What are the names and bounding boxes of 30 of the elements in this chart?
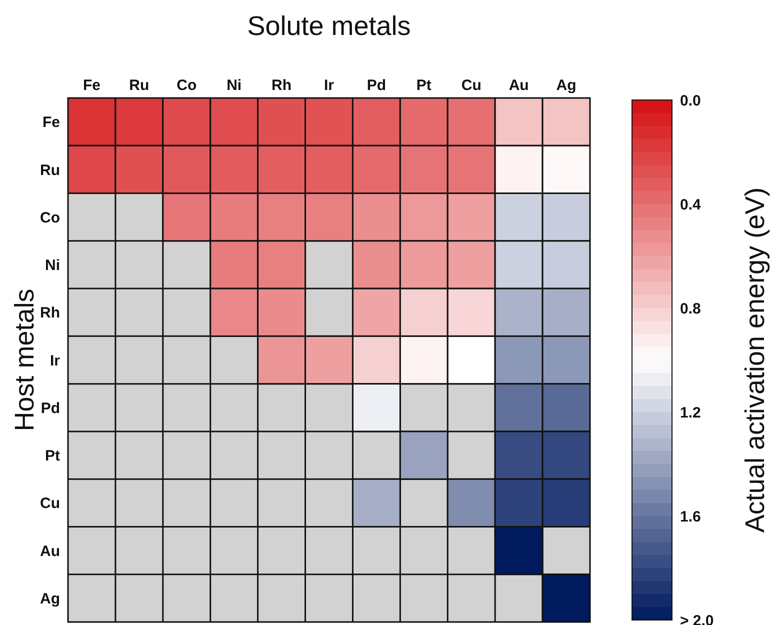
x-axis-title: Solute metals bbox=[247, 11, 411, 42]
x-tick-label: Ni bbox=[226, 77, 242, 94]
x-tick-label: Ag bbox=[556, 77, 576, 94]
x-tick-label: Ru bbox=[129, 77, 150, 94]
x-tick-label: Ir bbox=[324, 77, 334, 94]
x-tick-label: Fe bbox=[82, 77, 100, 94]
color-bar-label: 0.8 bbox=[680, 300, 701, 318]
color-bar-label: 0.4 bbox=[680, 196, 702, 214]
y-tick-label: Cu bbox=[40, 495, 60, 512]
y-tick-label: Rh bbox=[40, 304, 60, 322]
y-tick-label: Ni bbox=[45, 257, 60, 274]
x-tick-label: Pd bbox=[366, 77, 386, 94]
y-tick-label: Fe bbox=[42, 114, 60, 132]
y-tick-label: Pd bbox=[40, 400, 60, 417]
y-tick-label: Ru bbox=[40, 162, 60, 179]
color-bar-label: 0.0 bbox=[680, 92, 701, 110]
x-tick-label: Pt bbox=[416, 77, 432, 94]
y-tick-label: Ir bbox=[50, 352, 60, 370]
x-tick-label: Au bbox=[508, 77, 529, 94]
y-axis-title: Host metals bbox=[10, 288, 40, 432]
y-tick-label: Pt bbox=[45, 448, 60, 465]
x-tick-label: Cu bbox=[461, 77, 482, 94]
color-bar-label: 1.6 bbox=[680, 508, 701, 526]
y-tick-label: Ag bbox=[40, 590, 60, 608]
x-tick-label: Rh bbox=[272, 77, 292, 94]
color-bar-label: 1.2 bbox=[680, 404, 701, 422]
x-tick-label: Co bbox=[176, 77, 197, 94]
y-tick-label: Au bbox=[40, 542, 60, 560]
y-tick-label: Co bbox=[40, 209, 60, 226]
color-bar-title: Actual activation energy (eV) bbox=[740, 187, 770, 533]
